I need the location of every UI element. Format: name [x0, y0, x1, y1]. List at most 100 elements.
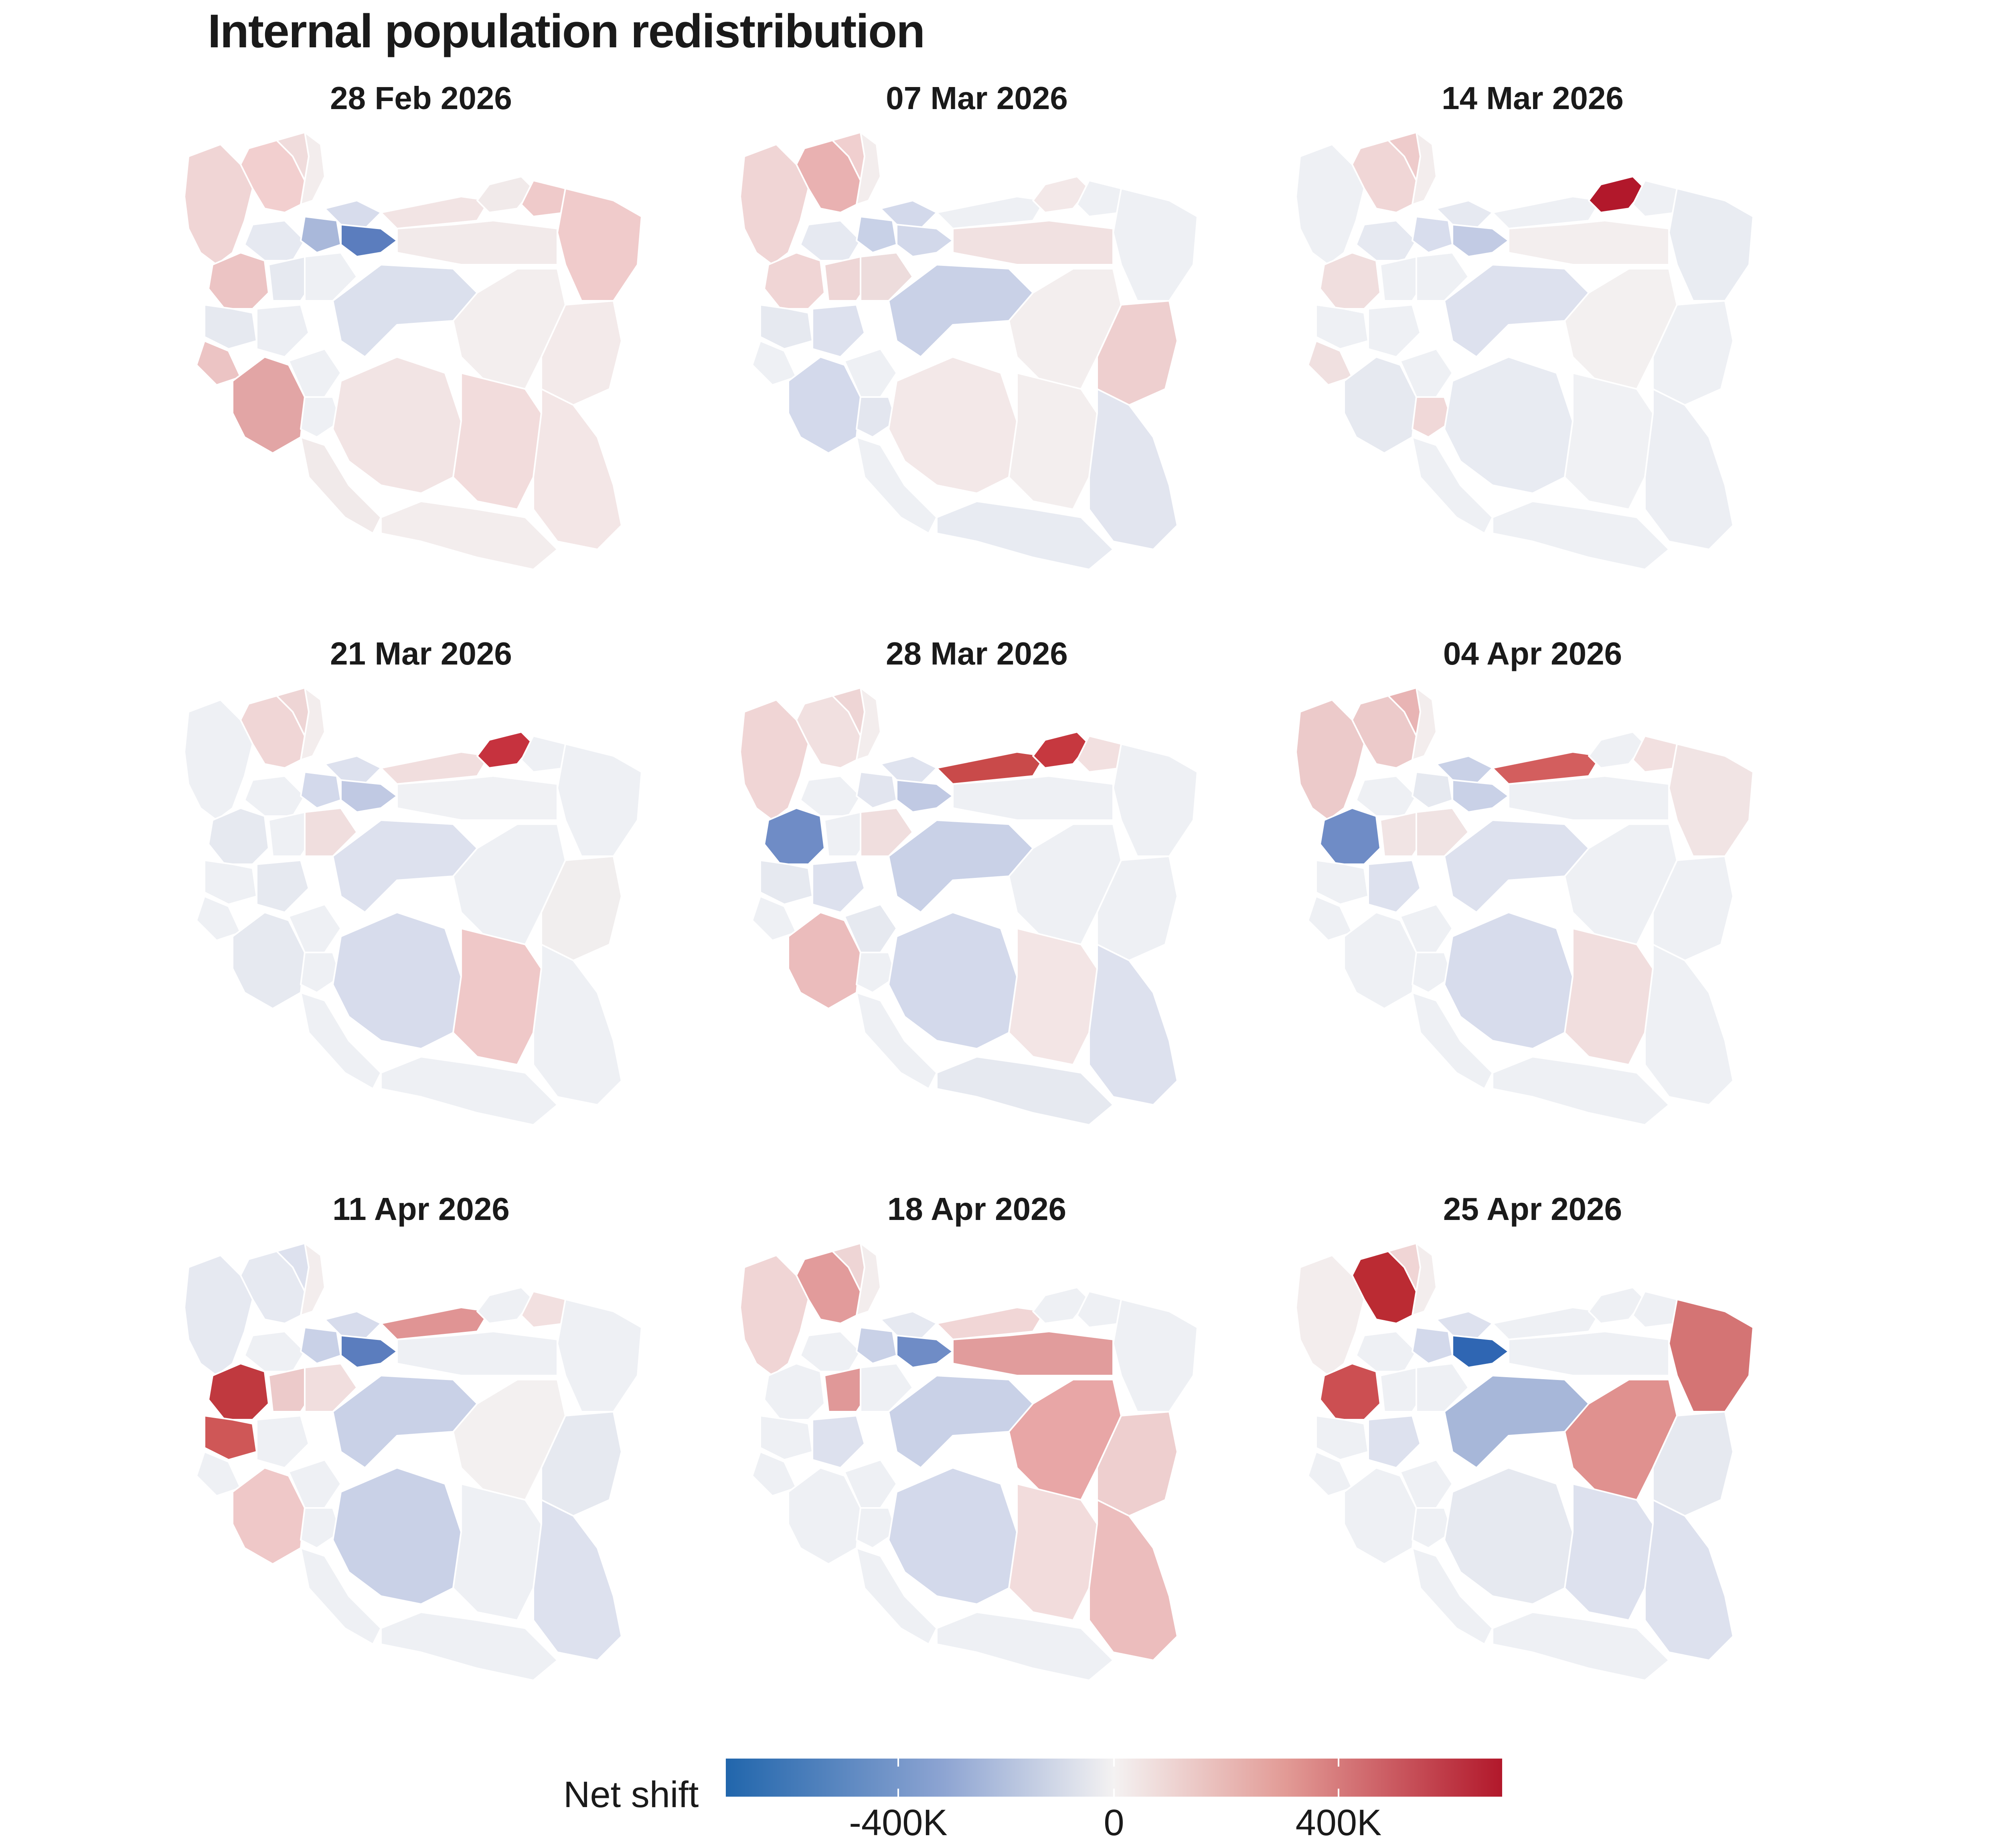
- province-lorestan: [812, 1415, 865, 1469]
- province-hormozgan: [936, 1611, 1114, 1681]
- province-ilam: [196, 896, 241, 941]
- map-panel: 04 Apr 2026: [1256, 632, 1809, 1145]
- province-qazvin: [856, 1327, 897, 1364]
- province-kohgiluyeh: [1412, 1507, 1453, 1549]
- province-markazi: [1416, 252, 1469, 302]
- province-south-khorasan: [541, 300, 622, 406]
- province-chahar: [1399, 348, 1453, 398]
- province-ardabil: [300, 132, 326, 205]
- province-kerman: [1008, 372, 1098, 510]
- province-gilan: [880, 200, 938, 229]
- province-zanjan: [1355, 220, 1417, 261]
- province-qazvin: [300, 216, 342, 253]
- province-kohgiluyeh: [1412, 396, 1453, 438]
- province-kohgiluyeh: [300, 1507, 342, 1549]
- province-golestan: [1588, 1287, 1646, 1324]
- province-kerman: [452, 372, 542, 510]
- choropleth-map: [184, 1243, 642, 1681]
- province-west-az: [184, 144, 253, 265]
- province-khorasan-n: [520, 1291, 566, 1328]
- province-sistan: [1088, 944, 1178, 1106]
- province-zanjan: [800, 775, 861, 817]
- map-panel: 07 Mar 2026: [700, 76, 1254, 590]
- province-west-az: [739, 1254, 809, 1376]
- province-gilan: [1436, 200, 1493, 229]
- map-panel: 25 Apr 2026: [1256, 1187, 1809, 1700]
- province-kurdistan: [764, 807, 825, 865]
- legend-tick-label: 0: [1104, 1802, 1124, 1843]
- province-zanjan: [244, 220, 306, 261]
- legend-tick-mark: [1338, 1789, 1339, 1797]
- panel-date-title: 07 Mar 2026: [886, 80, 1068, 116]
- choropleth-map: [184, 132, 642, 570]
- province-kurdistan: [1319, 1363, 1381, 1420]
- province-lorestan: [256, 859, 310, 913]
- province-khorasan-r: [1668, 188, 1754, 302]
- province-markazi: [1416, 807, 1469, 857]
- province-west-az: [739, 144, 809, 265]
- panel-date-title: 11 Apr 2026: [332, 1191, 510, 1227]
- province-bushehr: [300, 992, 382, 1090]
- province-lorestan: [256, 304, 310, 358]
- province-semnan: [1508, 775, 1670, 821]
- province-south-khorasan: [1652, 1411, 1734, 1517]
- province-kermanshah: [1315, 859, 1369, 905]
- legend-tick-mark: [897, 1759, 899, 1767]
- province-kurdistan: [1319, 252, 1381, 310]
- province-markazi: [304, 1363, 358, 1412]
- province-south-khorasan: [541, 855, 622, 961]
- province-kerman: [1564, 1483, 1654, 1621]
- province-khorasan-r: [1668, 1299, 1754, 1412]
- province-zanjan: [244, 1331, 306, 1372]
- province-semnan: [952, 220, 1114, 265]
- legend-tick-label: -400K: [849, 1802, 948, 1843]
- province-fars: [888, 1467, 1018, 1605]
- province-bushehr: [300, 1547, 382, 1645]
- province-semnan: [952, 1331, 1114, 1376]
- province-gilan: [880, 1311, 938, 1340]
- province-kermanshah: [759, 304, 813, 350]
- province-kurdistan: [208, 252, 269, 310]
- province-south-khorasan: [1096, 300, 1178, 406]
- province-lorestan: [812, 304, 865, 358]
- province-markazi: [304, 252, 358, 302]
- province-tehran: [340, 224, 398, 257]
- province-khorasan-r: [1112, 188, 1198, 302]
- province-kerman: [452, 928, 542, 1066]
- province-bushehr: [1412, 436, 1493, 534]
- province-fars: [332, 912, 462, 1050]
- province-ardabil: [856, 132, 881, 205]
- province-sistan: [1644, 944, 1734, 1106]
- province-kurdistan: [208, 807, 269, 865]
- province-zanjan: [244, 775, 306, 817]
- province-kohgiluyeh: [300, 952, 342, 993]
- province-ilam: [751, 1451, 797, 1497]
- province-markazi: [860, 807, 913, 857]
- map-panel: 14 Mar 2026: [1256, 76, 1809, 590]
- province-golestan: [1032, 731, 1090, 769]
- province-qazvin: [300, 1327, 342, 1364]
- province-gilan: [324, 200, 382, 229]
- panel-date-title: 28 Mar 2026: [886, 636, 1068, 671]
- province-west-az: [739, 699, 809, 821]
- map-panel: 18 Apr 2026: [700, 1187, 1254, 1700]
- province-khorasan-n: [520, 735, 566, 773]
- province-ardabil: [856, 688, 881, 761]
- province-hormozgan: [1492, 500, 1670, 570]
- province-fars: [332, 356, 462, 494]
- province-chahar: [844, 904, 897, 953]
- province-ilam: [751, 896, 797, 941]
- choropleth-map: [739, 1243, 1198, 1681]
- legend-title: Net shift: [563, 1774, 699, 1815]
- panel-date-title: 04 Apr 2026: [1443, 636, 1622, 671]
- province-khorasan-n: [520, 180, 566, 217]
- province-markazi: [304, 807, 358, 857]
- province-kerman: [1008, 1483, 1098, 1621]
- province-khorasan-r: [557, 188, 642, 302]
- province-fars: [332, 1467, 462, 1605]
- province-gilan: [1436, 755, 1493, 785]
- province-ardabil: [856, 1243, 881, 1316]
- province-gilan: [880, 755, 938, 785]
- province-fars: [1444, 912, 1574, 1050]
- province-bushehr: [856, 436, 938, 534]
